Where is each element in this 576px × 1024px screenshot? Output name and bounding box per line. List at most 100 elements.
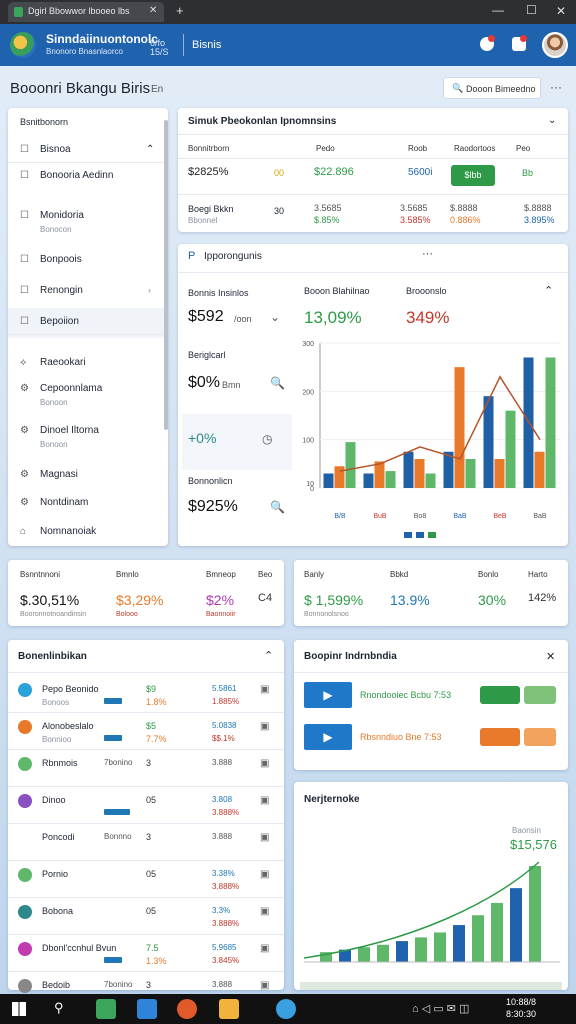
summary-table-card: Simuk Pbeokonlan Ipnomnsins ⌄ Bonnitrbor… bbox=[178, 108, 568, 232]
bar bbox=[425, 473, 436, 488]
row-name[interactable]: Pepo Beonido bbox=[42, 684, 99, 694]
nav-item[interactable]: Nomnanoiak bbox=[40, 526, 97, 537]
collapse[interactable]: ⌃ bbox=[264, 650, 274, 662]
search-button[interactable]: 🔍 Dooon Bimeedno bbox=[443, 77, 541, 99]
row-a: 05 bbox=[146, 906, 157, 916]
row-name[interactable]: Poncodi bbox=[42, 832, 75, 842]
app-icon[interactable] bbox=[219, 999, 239, 1019]
tag-pill bbox=[104, 957, 122, 963]
divider bbox=[294, 672, 568, 673]
row-action[interactable]: ▣ bbox=[260, 758, 270, 769]
row-b: 5.9685 bbox=[212, 943, 237, 952]
play-button[interactable]: ▶ bbox=[304, 724, 352, 750]
nav-item[interactable]: Bonpoois bbox=[40, 254, 82, 265]
nav-item[interactable]: Nontdinam bbox=[40, 497, 89, 508]
stat-value: $ 1,599% bbox=[304, 592, 364, 608]
stat-icon[interactable]: ⌄ bbox=[270, 310, 281, 324]
row-action[interactable]: ▣ bbox=[260, 832, 270, 843]
stat-icon[interactable]: ◷ bbox=[262, 432, 273, 446]
stat-value: $592 bbox=[188, 308, 224, 325]
play-button[interactable]: ▶ bbox=[304, 682, 352, 708]
maximize[interactable]: ☐ bbox=[526, 3, 537, 17]
divider bbox=[183, 34, 184, 56]
browser-tab[interactable] bbox=[8, 2, 164, 22]
row-action[interactable]: ▣ bbox=[260, 943, 270, 954]
row-name[interactable]: Dbonl'ccnhul Bvun bbox=[42, 943, 117, 953]
nav-item[interactable]: Bepoiion bbox=[40, 316, 79, 327]
stat-icon[interactable]: 🔍 bbox=[270, 376, 285, 390]
tab-close[interactable]: ✕ bbox=[149, 5, 158, 16]
app-icon[interactable] bbox=[96, 999, 116, 1019]
nav-item[interactable]: Monidoria bbox=[40, 210, 84, 221]
bar bbox=[443, 451, 454, 488]
app-icon[interactable] bbox=[137, 999, 157, 1019]
nav-item[interactable]: Cepoonnlama bbox=[40, 383, 103, 394]
search-label: Dooon Bimeedno bbox=[466, 84, 536, 94]
app-icon[interactable] bbox=[177, 999, 197, 1019]
close[interactable]: ✕ bbox=[546, 651, 556, 663]
nav-item[interactable]: Magnasi bbox=[40, 469, 78, 480]
row-action[interactable]: ▣ bbox=[260, 980, 270, 991]
start-button[interactable] bbox=[12, 1002, 26, 1016]
avatar-dot bbox=[18, 868, 32, 882]
video-button[interactable] bbox=[524, 686, 556, 704]
nav-item[interactable]: Bonooria Aedinn bbox=[40, 170, 114, 181]
overview-title: Ipporongunis bbox=[204, 251, 262, 262]
nav-item[interactable]: Raeookari bbox=[40, 357, 86, 368]
video-label[interactable]: Rbsnndiuo Bne 7:53 bbox=[360, 732, 442, 742]
avatar[interactable] bbox=[542, 32, 568, 58]
bar bbox=[385, 471, 396, 488]
kpi-label: Brooonslo bbox=[406, 286, 447, 296]
video-label[interactable]: Rnondooiec Bcbu 7:53 bbox=[360, 690, 452, 700]
more-button[interactable]: ··· bbox=[550, 80, 562, 94]
row-name[interactable]: Pornio bbox=[42, 869, 69, 879]
video-button[interactable] bbox=[480, 686, 520, 704]
row-name[interactable]: Dinoo bbox=[42, 795, 66, 805]
nav-item[interactable]: Bisnoa bbox=[40, 144, 71, 155]
row-b2: 1.885% bbox=[212, 697, 240, 706]
row-name[interactable]: Alonobeslalo bbox=[42, 721, 94, 731]
new-tab[interactable]: + bbox=[176, 3, 184, 18]
row-action[interactable]: ▣ bbox=[260, 721, 270, 732]
video-button[interactable] bbox=[480, 728, 520, 746]
stat-sub: Bonnonolsnoo bbox=[304, 611, 349, 618]
row-a: 3 bbox=[146, 758, 152, 768]
row-name[interactable]: Bobona bbox=[42, 906, 74, 916]
stat-unit: Bmn bbox=[222, 380, 241, 390]
nav-sub: Bonoon bbox=[40, 398, 68, 407]
row-action[interactable]: ▣ bbox=[260, 906, 270, 917]
search-icon: 🔍 bbox=[452, 83, 464, 93]
minimize[interactable]: — bbox=[492, 3, 504, 17]
nav-item[interactable]: Dinoel Iltorna bbox=[40, 425, 99, 436]
cell: 00 bbox=[274, 168, 285, 178]
bar bbox=[454, 367, 465, 488]
kpi-value: 349% bbox=[406, 308, 450, 327]
stat-label: Bbkd bbox=[390, 570, 409, 579]
row-action[interactable]: ▣ bbox=[260, 684, 270, 695]
divider bbox=[8, 162, 164, 163]
row-name[interactable]: Bedoib bbox=[42, 980, 71, 990]
action-button[interactable]: $lbb bbox=[451, 165, 495, 186]
message-icon[interactable] bbox=[512, 35, 527, 51]
search-taskbar[interactable]: ⚲ bbox=[54, 1000, 64, 1015]
nav-item[interactable]: Renongin bbox=[40, 285, 83, 296]
collapse[interactable]: ⌃ bbox=[544, 285, 554, 297]
divider bbox=[8, 934, 284, 935]
y-tick-label: 200 bbox=[302, 389, 314, 396]
app-icon[interactable] bbox=[276, 999, 296, 1019]
more-button[interactable]: ··· bbox=[422, 248, 433, 260]
row-action[interactable]: ▣ bbox=[260, 869, 270, 880]
row-action[interactable]: ▣ bbox=[260, 795, 270, 806]
bar bbox=[363, 473, 374, 488]
collapse[interactable]: ⌄ bbox=[548, 115, 557, 126]
cell: 3.5685 bbox=[314, 203, 342, 213]
clock-date: 10:88/8 bbox=[506, 997, 537, 1007]
stat-icon[interactable]: 🔍 bbox=[270, 500, 285, 514]
close-window[interactable]: ✕ bbox=[556, 4, 567, 18]
notification-icon[interactable] bbox=[480, 35, 495, 51]
video-button[interactable] bbox=[524, 728, 556, 746]
stat-value: C4 bbox=[258, 592, 273, 604]
row-name[interactable]: Rbnmois bbox=[42, 758, 78, 768]
stat-label: Bmnlo bbox=[116, 570, 139, 579]
